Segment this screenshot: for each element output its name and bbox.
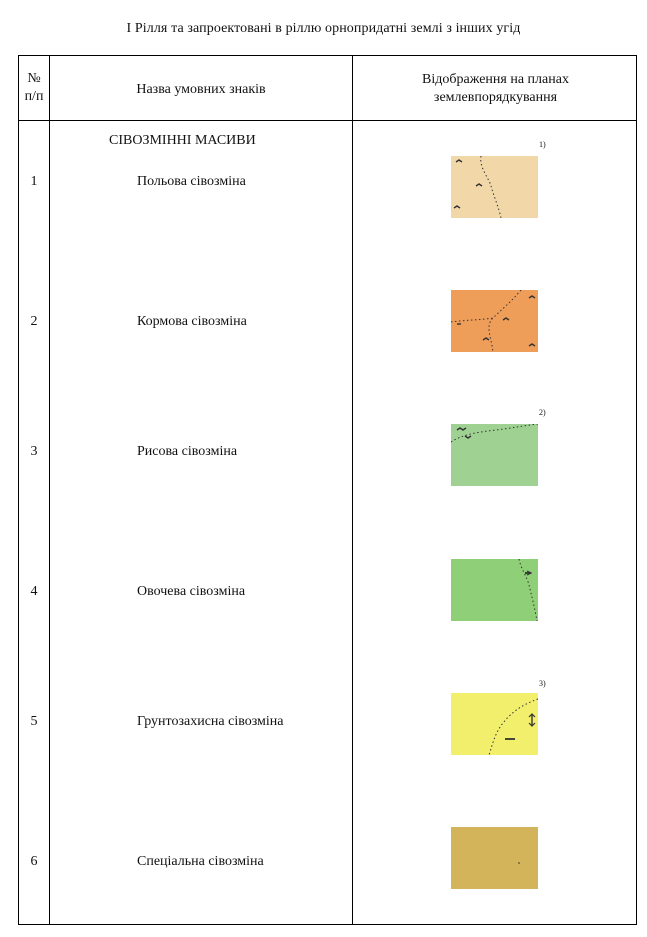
header-num-line1: № <box>27 71 41 86</box>
row-number: 5 <box>30 714 38 729</box>
map-swatch-field <box>451 156 538 218</box>
column-divider <box>49 56 50 924</box>
row-number: 1 <box>30 174 38 189</box>
row-name: Польова сівозміна <box>137 174 246 189</box>
footnote-marker: 2) <box>539 408 546 417</box>
row-number: 6 <box>30 854 38 869</box>
map-swatch-special <box>451 827 538 889</box>
map-swatch-rice <box>451 424 538 486</box>
group-title: СІВОЗМІННІ МАСИВИ <box>109 133 256 148</box>
page-title: I Рілля та запроектовані в ріллю орнопри… <box>126 21 521 36</box>
row-name: Рисова сівозміна <box>137 444 238 459</box>
row-number: 3 <box>30 444 38 459</box>
row-number: 2 <box>30 314 38 329</box>
header-display: Відображення на планах землевпорядкуванн… <box>353 71 638 107</box>
header-name: Назва умовних знаків <box>136 82 266 97</box>
map-swatch-soil-protection <box>451 693 538 755</box>
header-display-line1: Відображення на планах <box>422 72 569 87</box>
header-display-line2: землевпорядкування <box>433 90 558 105</box>
row-name: Грунтозахисна сівозміна <box>137 714 284 729</box>
row-name: Овочева сівозміна <box>137 584 246 599</box>
column-divider <box>352 56 353 924</box>
header-divider <box>19 120 636 121</box>
map-swatch-vegetable <box>451 559 538 621</box>
row-number: 4 <box>30 584 38 599</box>
legend-table: № п/п Назва умовних знаків Відображення … <box>18 55 637 925</box>
header-num: № п/п <box>19 70 49 106</box>
row-name: Спеціальна сівозміна <box>137 854 264 869</box>
footnote-marker: 1) <box>539 140 546 149</box>
header-num-line2: п/п <box>24 89 44 104</box>
footnote-marker: 3) <box>539 679 546 688</box>
map-swatch-fodder <box>451 290 538 352</box>
row-name: Кормова сівозміна <box>137 314 247 329</box>
